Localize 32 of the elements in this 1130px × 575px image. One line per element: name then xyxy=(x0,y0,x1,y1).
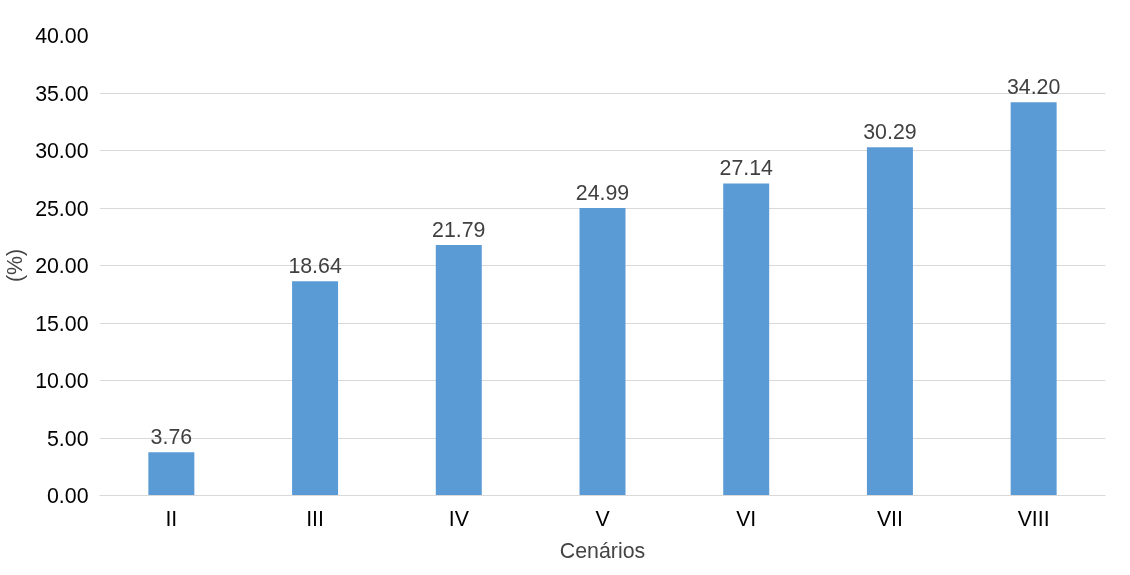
y-tick-label: 30.00 xyxy=(35,139,89,163)
bar xyxy=(292,281,339,496)
x-tick-label: II xyxy=(165,506,178,531)
data-label: 3.76 xyxy=(150,425,193,450)
x-axis-title: Cenários xyxy=(559,538,646,563)
data-label: 30.29 xyxy=(863,120,917,145)
y-tick-label: 35.00 xyxy=(35,81,89,106)
x-tick-label: IV xyxy=(448,506,470,531)
bar xyxy=(866,147,913,496)
y-tick-label: 40.00 xyxy=(35,24,89,48)
y-axis-title: (%) xyxy=(3,248,28,283)
x-tick-label: VII xyxy=(876,506,903,531)
data-label: 27.14 xyxy=(719,156,774,181)
y-tick-label: 0.00 xyxy=(46,484,89,508)
bar xyxy=(435,244,482,496)
bar xyxy=(1010,102,1057,496)
bar xyxy=(148,452,195,496)
data-label: 24.99 xyxy=(575,181,630,206)
data-label: 18.64 xyxy=(288,254,342,279)
y-tick-label: 5.00 xyxy=(46,426,89,451)
bar xyxy=(579,208,626,496)
x-tick-label: V xyxy=(595,506,611,531)
data-label: 34.20 xyxy=(1006,75,1061,100)
y-tick-label: 20.00 xyxy=(35,254,89,278)
x-tick-label: III xyxy=(306,506,324,531)
y-tick-label: 15.00 xyxy=(35,311,89,336)
data-label: 21.79 xyxy=(432,217,486,242)
x-tick-label: VIII xyxy=(1017,506,1050,531)
bar xyxy=(723,183,770,496)
x-tick-label: VI xyxy=(736,506,757,531)
y-tick-label: 10.00 xyxy=(35,369,89,393)
y-tick-label: 25.00 xyxy=(35,196,89,221)
